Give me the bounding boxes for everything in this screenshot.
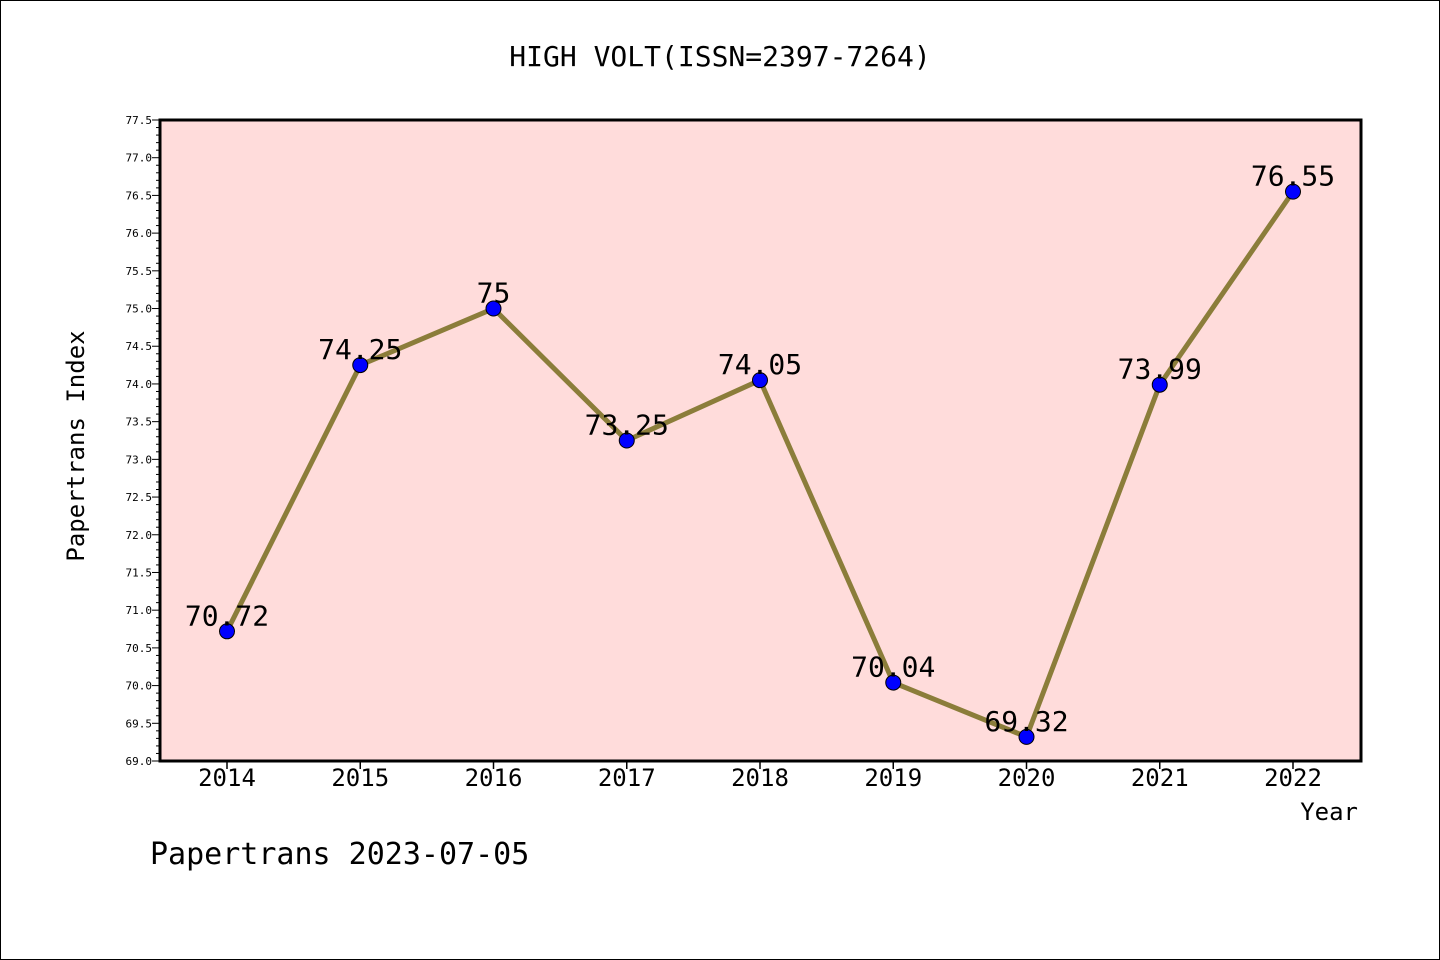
- data-label: 73.25: [585, 409, 669, 442]
- x-tick-label: 2018: [731, 764, 789, 792]
- x-tick-label: 2016: [465, 764, 523, 792]
- x-tick-label: 2019: [864, 764, 922, 792]
- x-tick-label: 2020: [998, 764, 1056, 792]
- y-tick-label: 77.0: [126, 152, 153, 165]
- y-tick-label: 73.5: [126, 416, 153, 429]
- data-label: 74.25: [318, 333, 402, 366]
- y-axis-label: Papertrans Index: [62, 330, 90, 561]
- y-tick-label: 75.5: [126, 265, 153, 278]
- y-tick-label: 76.0: [126, 227, 153, 240]
- data-point: [1151, 376, 1168, 393]
- y-tick-label: 72.0: [126, 529, 153, 542]
- y-tick-label: 69.5: [126, 717, 153, 730]
- data-point: [219, 623, 235, 640]
- y-tick-label: 71.0: [126, 604, 153, 617]
- y-tick-label: 74.5: [126, 340, 153, 353]
- y-tick-label: 73.0: [126, 453, 153, 466]
- data-label: 70.72: [185, 599, 269, 632]
- data-point: [618, 432, 635, 449]
- y-axis: 69.0 69.5 70.0 70.5 71.0 71.5 72.0 72.5 73.0 73.5…: [126, 114, 160, 768]
- x-tick-label: 2017: [598, 764, 656, 792]
- x-axis: 2014 2015 2016 2017 2018 2019 2020 2021 2022: [198, 761, 1322, 792]
- data-points: [219, 183, 1301, 745]
- y-tick-label: 70.5: [126, 642, 153, 655]
- plot-area: [160, 120, 1361, 761]
- data-point: [885, 674, 902, 691]
- data-label: 69.32: [984, 705, 1068, 738]
- data-point: [1018, 728, 1035, 745]
- data-label: 74.05: [718, 348, 802, 381]
- y-tick-label: 75.0: [126, 303, 153, 316]
- x-tick-label: 2015: [331, 764, 389, 792]
- data-labels: 70.72 74.25 75 73.25 74.05 70.04 69.32 73.99 76.…: [185, 160, 1335, 738]
- chart-title: HIGH VOLT(ISSN=2397-7264): [509, 40, 930, 73]
- x-tick-label: 2014: [198, 764, 256, 792]
- y-tick-label: 76.5: [126, 189, 153, 202]
- data-point: [1285, 183, 1301, 200]
- x-tick-label: 2022: [1264, 764, 1322, 792]
- y-tick-label: 74.0: [126, 378, 153, 391]
- data-label: 70.04: [851, 651, 935, 684]
- x-axis-label: Year: [1300, 798, 1358, 826]
- y-tick-label: 71.5: [126, 566, 153, 579]
- plot-border: [158, 118, 1363, 763]
- data-label: 76.55: [1251, 160, 1335, 193]
- y-tick-label: 72.5: [126, 491, 153, 504]
- footer-text: Papertrans 2023-07-05: [150, 837, 529, 872]
- data-label: 75: [477, 277, 511, 310]
- data-label: 73.99: [1118, 353, 1202, 386]
- data-point: [752, 372, 768, 389]
- y-tick-label: 69.0: [126, 755, 153, 768]
- y-tick-label: 70.0: [126, 680, 153, 693]
- data-point: [485, 300, 502, 317]
- y-tick-label: 77.5: [126, 114, 153, 127]
- data-point: [352, 357, 369, 374]
- x-tick-label: 2021: [1131, 764, 1189, 792]
